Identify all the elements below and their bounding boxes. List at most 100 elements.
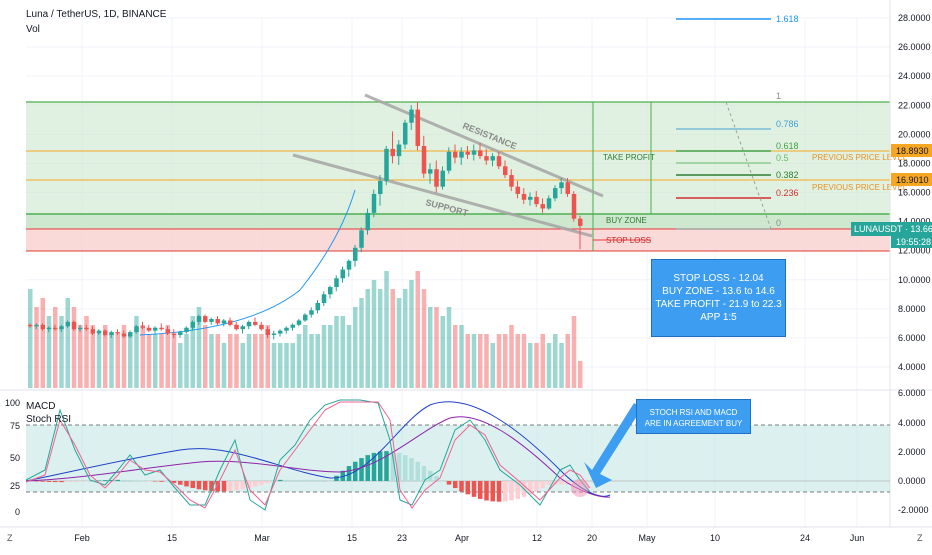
candle-body[interactable] [71, 321, 77, 330]
candle-body[interactable] [396, 144, 402, 157]
candle-body[interactable] [359, 230, 364, 248]
candle-body[interactable] [159, 327, 164, 330]
candle-body[interactable] [315, 303, 321, 311]
time-axis[interactable]: Feb 15 Mar 15 23 Apr 12 20 May 10 24 Jun [74, 533, 864, 543]
candle-body[interactable] [471, 150, 477, 155]
candle-body[interactable] [421, 145, 427, 174]
volume-legend[interactable]: Vol [26, 24, 40, 35]
candle-body[interactable] [46, 327, 52, 330]
candle-body[interactable] [540, 204, 546, 209]
candle-body[interactable] [409, 109, 414, 123]
candle-body[interactable] [521, 193, 527, 200]
candle-body[interactable] [290, 324, 296, 328]
candle-body[interactable] [309, 310, 314, 315]
support-trendline[interactable] [292, 153, 593, 238]
stoch-axis[interactable]: 100 75 50 25 0 [5, 398, 20, 517]
candle-body[interactable] [65, 321, 71, 327]
candle-body[interactable] [259, 324, 264, 330]
candle-body[interactable] [28, 324, 33, 327]
candle-body[interactable] [546, 198, 552, 209]
candle-body[interactable] [415, 109, 421, 146]
candle-body[interactable] [553, 188, 558, 199]
candle-body[interactable] [496, 156, 502, 167]
resistance-trendline[interactable] [364, 93, 604, 198]
candle-body[interactable] [571, 193, 577, 219]
candle-body[interactable] [365, 212, 371, 231]
candle-body[interactable] [296, 320, 302, 325]
candle-body[interactable] [321, 294, 327, 304]
candle-body[interactable] [334, 278, 339, 288]
candle-body[interactable] [90, 329, 96, 334]
candle-body[interactable] [371, 193, 377, 213]
macd-axis[interactable]: 6.0000 4.0000 2.0000 0.0000 -2.0000 [898, 388, 929, 515]
candle-body[interactable] [459, 151, 464, 158]
candle-body[interactable] [434, 169, 439, 187]
candle-body[interactable] [240, 326, 246, 330]
candle-body[interactable] [328, 287, 333, 295]
candle-body[interactable] [190, 321, 196, 328]
candle-body[interactable] [78, 327, 83, 330]
candle-body[interactable] [378, 180, 383, 194]
candle-body[interactable] [271, 333, 277, 336]
candle-body[interactable] [203, 316, 208, 322]
candle-body[interactable] [178, 332, 183, 336]
candle-body[interactable] [140, 326, 146, 328]
candle-body[interactable] [390, 148, 396, 157]
candle-body[interactable] [346, 260, 352, 270]
candle-body[interactable] [534, 196, 539, 205]
candlestick-series[interactable] [28, 102, 583, 340]
candle-body[interactable] [128, 332, 133, 337]
macd-legend[interactable]: MACD [26, 401, 56, 412]
candle-body[interactable] [503, 166, 508, 176]
candle-body[interactable] [453, 151, 458, 158]
candle-body[interactable] [196, 316, 202, 322]
candle-body[interactable] [115, 332, 121, 334]
candle-body[interactable] [184, 327, 189, 333]
candle-body[interactable] [253, 321, 258, 325]
candle-body[interactable] [84, 327, 89, 330]
candle-body[interactable] [209, 319, 214, 322]
candle-body[interactable] [478, 150, 483, 157]
candle-body[interactable] [103, 330, 108, 336]
candle-body[interactable] [165, 329, 171, 334]
candle-body[interactable] [340, 269, 346, 279]
candle-body[interactable] [246, 321, 252, 327]
symbol-title[interactable]: Luna / TetherUS, 1D, BINANCE [26, 9, 167, 20]
right-zoom-icon[interactable]: Z [917, 533, 923, 543]
stoch-legend[interactable]: Stoch RSI [26, 414, 72, 425]
candle-body[interactable] [59, 326, 64, 330]
candle-body[interactable] [484, 156, 489, 161]
candle-body[interactable] [171, 333, 177, 336]
candle-body[interactable] [465, 151, 471, 155]
candle-body[interactable] [153, 327, 158, 331]
candle-body[interactable] [234, 324, 239, 330]
candle-body[interactable] [215, 319, 221, 324]
candle-body[interactable] [134, 326, 139, 333]
candle-body[interactable] [221, 320, 227, 324]
candle-body[interactable] [515, 186, 521, 194]
candle-body[interactable] [34, 324, 39, 327]
candle-body[interactable] [578, 218, 583, 226]
candle-body[interactable] [303, 314, 308, 321]
candle-body[interactable] [440, 170, 446, 187]
candle-body[interactable] [559, 182, 564, 189]
candle-body[interactable] [509, 175, 514, 187]
candle-body[interactable] [490, 156, 496, 161]
candle-body[interactable] [96, 330, 102, 334]
candle-body[interactable] [109, 332, 114, 336]
fib-retracement[interactable]: 1.618 1 0.786 0.618 0.5 0.382 0.236 0 [676, 14, 799, 230]
candle-body[interactable] [146, 327, 152, 331]
candle-body[interactable] [40, 324, 46, 330]
candle-body[interactable] [53, 327, 58, 330]
candle-body[interactable] [265, 329, 271, 336]
candle-body[interactable] [565, 182, 571, 194]
left-zoom-icon[interactable]: Z [7, 533, 13, 543]
price-axis[interactable]: 28.0000 26.0000 24.0000 22.0000 20.0000 18.00… [889, 0, 931, 527]
candle-body[interactable] [284, 327, 289, 331]
candle-body[interactable] [403, 122, 408, 145]
candle-body[interactable] [121, 333, 127, 337]
candle-body[interactable] [278, 330, 283, 334]
candle-body[interactable] [428, 169, 433, 174]
